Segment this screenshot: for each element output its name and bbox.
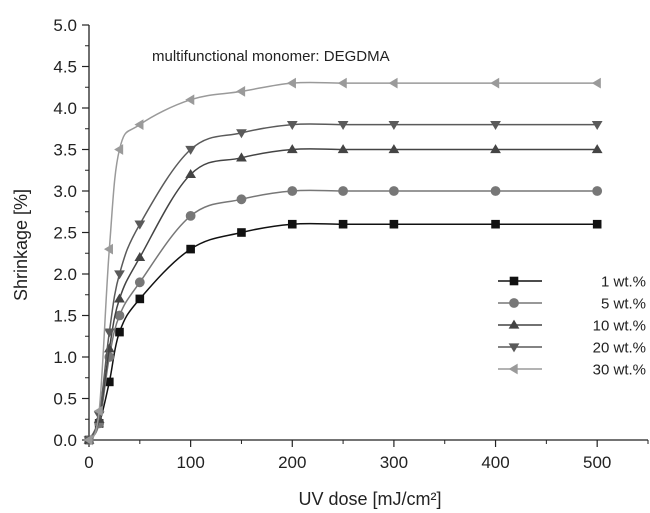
data-point [135, 294, 145, 304]
y-tick-label: 0.0 [53, 431, 77, 450]
data-point [388, 144, 400, 154]
data-point [337, 120, 349, 130]
x-tick-label: 300 [380, 453, 408, 472]
data-point [389, 219, 399, 229]
data-point [186, 244, 195, 254]
data-point [286, 144, 298, 154]
data-point [237, 228, 246, 237]
y-tick-label: 2.0 [53, 265, 77, 284]
data-point [591, 77, 601, 89]
data-point [490, 144, 501, 154]
data-point [287, 219, 297, 229]
data-point [185, 211, 196, 221]
legend-item: 5 wt.% [498, 296, 646, 313]
data-point [103, 243, 113, 255]
data-point [592, 219, 602, 229]
data-point [185, 145, 197, 155]
legend-label: 10 wt.% [593, 318, 646, 335]
y-tick-label: 4.0 [53, 99, 77, 118]
data-point [338, 219, 348, 229]
data-point [490, 120, 501, 130]
series-30-wt [83, 77, 601, 446]
data-point [114, 310, 125, 321]
x-tick-label: 100 [176, 453, 204, 472]
data-point [114, 144, 124, 155]
data-point [134, 119, 144, 130]
x-tick-label: 200 [278, 453, 306, 472]
series-line [88, 123, 598, 441]
data-point [185, 94, 195, 106]
data-point [114, 293, 125, 303]
legend-label: 30 wt.% [593, 362, 646, 379]
series-line [88, 222, 598, 441]
data-point [388, 77, 398, 89]
data-point [236, 194, 247, 205]
legend-label: 5 wt.% [601, 296, 646, 313]
data-point [591, 120, 603, 130]
data-point [592, 186, 603, 196]
data-point [337, 144, 349, 154]
data-point [93, 405, 103, 417]
y-tick-label: 5.0 [53, 16, 77, 35]
data-point [490, 186, 501, 196]
x-tick-label: 500 [583, 453, 611, 472]
legend-label: 1 wt.% [601, 274, 646, 291]
data-point [236, 152, 247, 162]
data-point [103, 328, 115, 338]
y-tick-label: 2.5 [53, 224, 77, 243]
data-point [134, 277, 145, 288]
x-tick-label: 0 [84, 453, 93, 472]
data-point [287, 186, 298, 196]
axes: 0 100 200 300 400 500 0.0 0.5 1.0 1.5 2.0 2.5 3.0 3.5… [53, 16, 649, 472]
data-point [185, 169, 197, 179]
data-point [490, 77, 500, 89]
data-point [83, 434, 93, 446]
data-point [105, 377, 114, 387]
data-point [134, 220, 146, 230]
data-point [114, 270, 125, 280]
series-line [88, 81, 598, 441]
data-point [134, 252, 146, 262]
data-point [491, 219, 500, 229]
y-tick-label: 1.5 [53, 307, 77, 326]
legend-marker [508, 343, 520, 353]
series-layer [83, 77, 603, 446]
legend-marker [509, 276, 519, 286]
chart-annotation: multifunctional monomer: DEGDMA [152, 48, 390, 65]
y-tick-label: 4.5 [53, 58, 77, 77]
legend-marker [508, 363, 518, 375]
legend-marker [509, 298, 519, 308]
y-tick-label: 0.5 [53, 390, 77, 409]
data-point [389, 186, 399, 196]
legend-item: 30 wt.% [498, 362, 646, 379]
x-axis-title: UV dose [mJ/cm²] [298, 489, 441, 509]
legend-marker [508, 319, 520, 329]
legend-item: 10 wt.% [498, 318, 646, 335]
data-point [236, 86, 246, 97]
data-point [388, 120, 400, 130]
series-1-wt [84, 219, 602, 445]
data-point [236, 129, 247, 139]
legend: 1 wt.% 5 wt.% 10 wt.% 20 wt.% 30 wt.% [498, 274, 646, 379]
data-point [591, 144, 603, 154]
series-20-wt [83, 120, 603, 446]
legend-item: 1 wt.% [498, 274, 646, 291]
legend-label: 20 wt.% [593, 340, 646, 357]
data-point [337, 77, 347, 89]
x-tick-label: 400 [481, 453, 509, 472]
y-tick-label: 1.0 [53, 348, 77, 367]
data-point [286, 77, 296, 89]
data-point [115, 327, 124, 337]
y-axis-title: Shrinkage [%] [11, 189, 31, 301]
data-point [103, 343, 115, 353]
legend-item: 20 wt.% [498, 340, 646, 357]
data-point [286, 120, 298, 130]
y-tick-label: 3.5 [53, 141, 77, 160]
y-tick-label: 3.0 [53, 182, 77, 201]
data-point [338, 186, 348, 196]
